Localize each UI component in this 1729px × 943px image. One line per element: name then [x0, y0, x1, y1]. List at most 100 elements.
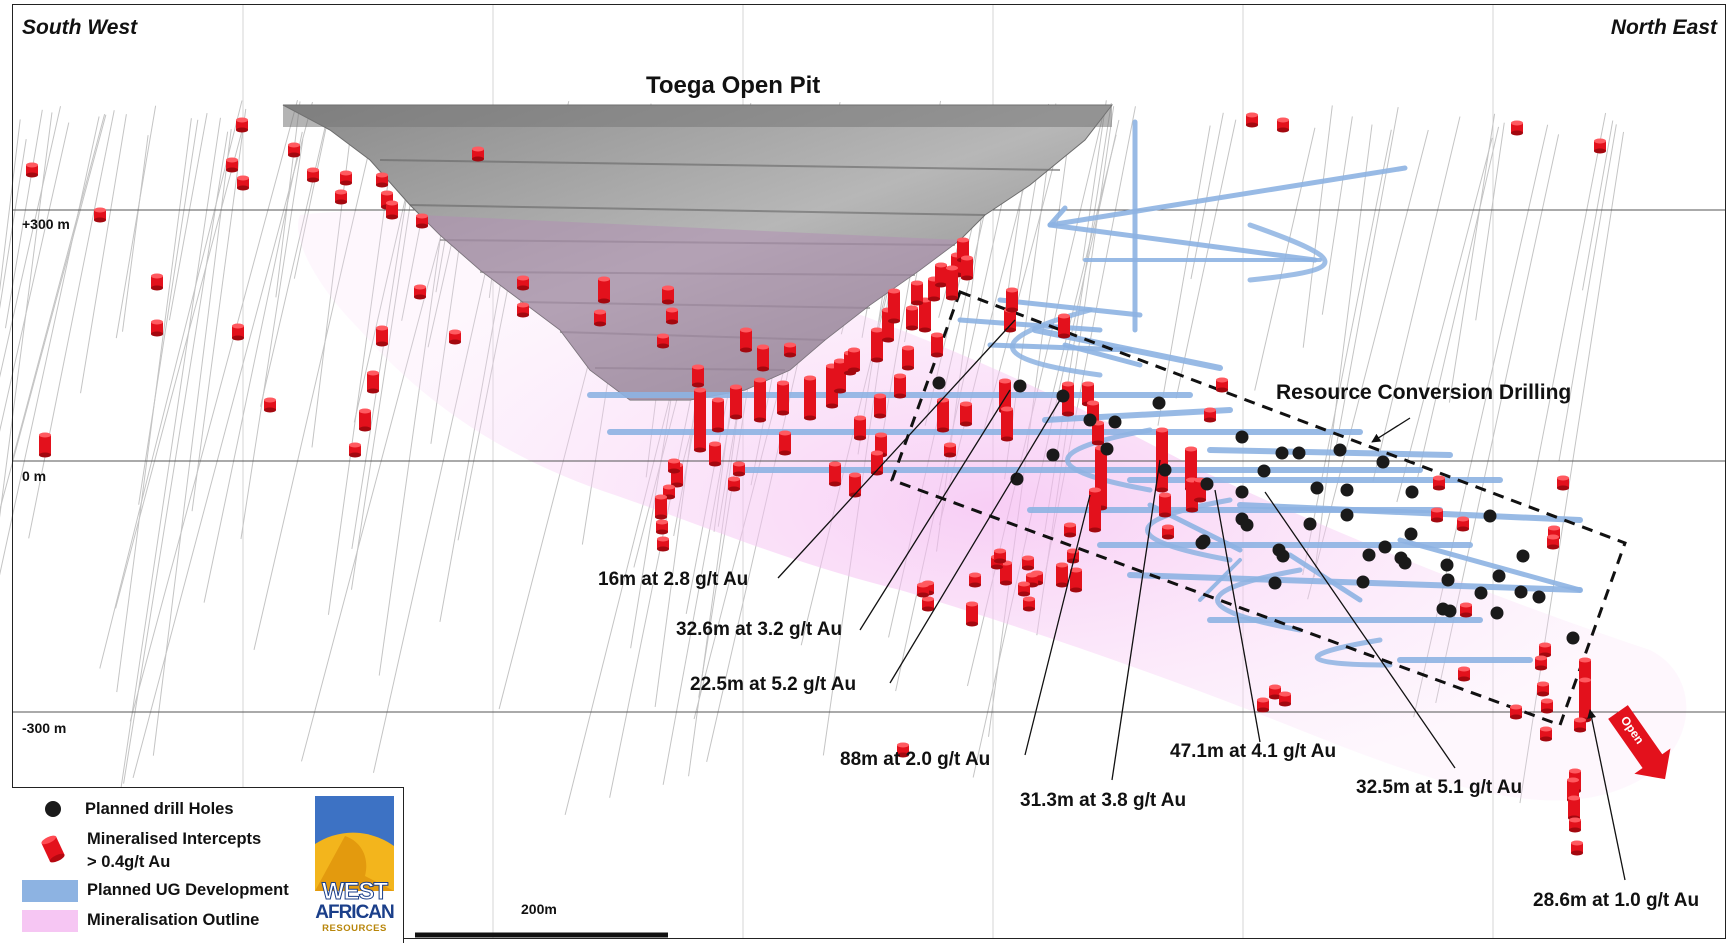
intercept-mark — [694, 387, 706, 453]
section-frame — [12, 4, 1726, 939]
planned-hole — [1240, 518, 1254, 532]
intercept-mark — [1547, 534, 1559, 550]
ug-segment — [1397, 537, 1583, 593]
planned-hole — [1532, 590, 1546, 604]
intercept-mark — [712, 397, 724, 433]
intercept-mark — [1460, 602, 1472, 618]
planned-hole — [1108, 415, 1122, 429]
intercept-mark — [94, 207, 106, 223]
intercept-mark — [1571, 840, 1583, 856]
intercept-mark — [367, 370, 379, 394]
intercept-mark — [804, 375, 816, 421]
planned-hole — [1275, 446, 1289, 460]
intercept-mark — [897, 742, 909, 758]
drill-trace — [168, 113, 208, 321]
ug-decline — [1315, 637, 1393, 668]
intercept-mark — [854, 415, 866, 441]
planned-hole — [1492, 569, 1506, 583]
intercept-mark — [829, 461, 841, 487]
drill-trace — [118, 117, 221, 804]
intercept-mark — [1569, 817, 1581, 833]
intercept-mark — [1018, 581, 1030, 597]
intercept-mark — [966, 601, 978, 627]
intercept-mark — [376, 325, 388, 347]
intercept-mark — [517, 302, 529, 318]
intercept-mark — [994, 548, 1006, 564]
intercept-label: 32.6m at 3.2 g/t Au — [676, 619, 843, 640]
intercept-mark — [264, 397, 276, 413]
intercept-mark — [1058, 313, 1070, 339]
intercept-mark — [26, 162, 38, 178]
ug-segment — [1207, 447, 1453, 458]
intercept-mark — [894, 373, 906, 399]
intercept-mark — [1510, 704, 1522, 720]
intercept-mark — [1056, 562, 1068, 588]
planned-hole — [1356, 575, 1370, 589]
intercept-mark — [1159, 492, 1171, 518]
intercept-mark — [709, 441, 721, 467]
drill-trace — [1335, 107, 1399, 450]
intercept-mark — [1433, 475, 1445, 491]
intercept-mark — [874, 393, 886, 419]
drill-trace — [116, 118, 192, 693]
intercept-mark — [1540, 726, 1552, 742]
intercept-label: 47.1m at 4.1 g/t Au — [1170, 741, 1337, 762]
intercept-mark — [1568, 795, 1580, 821]
intercept-mark — [666, 307, 678, 325]
planned-hole — [1235, 485, 1249, 499]
intercept-mark — [598, 276, 610, 304]
intercept-mark — [662, 285, 674, 305]
intercept-mark — [449, 329, 461, 345]
intercept-mark — [935, 262, 947, 288]
legend-intercepts-sublabel: > 0.4g/t Au — [87, 853, 171, 871]
callout-leaders — [777, 319, 1626, 881]
planned-hole — [1441, 573, 1455, 587]
intercept-mark — [416, 213, 428, 229]
planned-hole — [1195, 536, 1209, 550]
intercept-mark — [39, 432, 51, 458]
planned-hole — [1268, 576, 1282, 590]
intercept-mark — [151, 319, 163, 337]
planned-hole — [1362, 548, 1376, 562]
legend-ug-label: Planned UG Development — [87, 881, 289, 899]
intercept-mark — [922, 596, 934, 612]
intercept-mark — [237, 175, 249, 191]
drill-trace — [129, 99, 298, 722]
planned-hole — [1303, 517, 1317, 531]
ug-development — [587, 119, 1583, 668]
intercept-mark — [784, 342, 796, 358]
drill-trace — [152, 129, 232, 756]
ug-segment — [1237, 502, 1583, 523]
intercept-mark — [1070, 567, 1082, 593]
planned-hole — [1276, 549, 1290, 563]
drill-trace — [240, 139, 304, 540]
intercept-label: 28.6m at 1.0 g/t Au — [1533, 890, 1700, 911]
intercept-mark — [1458, 666, 1470, 682]
drill-trace — [99, 100, 243, 669]
ug-decline — [1215, 567, 1303, 633]
intercept-mark — [931, 332, 943, 358]
ug-segment — [997, 297, 1143, 318]
planned-hole — [1490, 606, 1504, 620]
drill-trace — [1528, 112, 1607, 509]
drill-trace — [253, 115, 378, 650]
drill-trace — [0, 122, 70, 432]
intercept-mark — [1022, 555, 1034, 571]
ug-segment — [1047, 205, 1068, 228]
intercept-label: 22.5m at 5.2 g/t Au — [690, 674, 857, 695]
intercept-mark — [1001, 406, 1013, 442]
intercept-mark — [1277, 117, 1289, 133]
direction-south-west: South West — [22, 16, 138, 39]
intercept-mark — [834, 358, 846, 394]
drill-trace — [1475, 122, 1505, 321]
intercept-mark — [376, 172, 388, 188]
intercept-mark — [1557, 475, 1569, 491]
intercept-mark — [1537, 681, 1549, 697]
drill-trace — [1302, 105, 1333, 348]
logo-word-3: RESOURCES — [322, 923, 387, 934]
intercept-mark — [946, 265, 958, 301]
intercept-mark — [871, 327, 883, 363]
intercept-mark — [779, 430, 791, 456]
planned-hole — [1310, 481, 1324, 495]
